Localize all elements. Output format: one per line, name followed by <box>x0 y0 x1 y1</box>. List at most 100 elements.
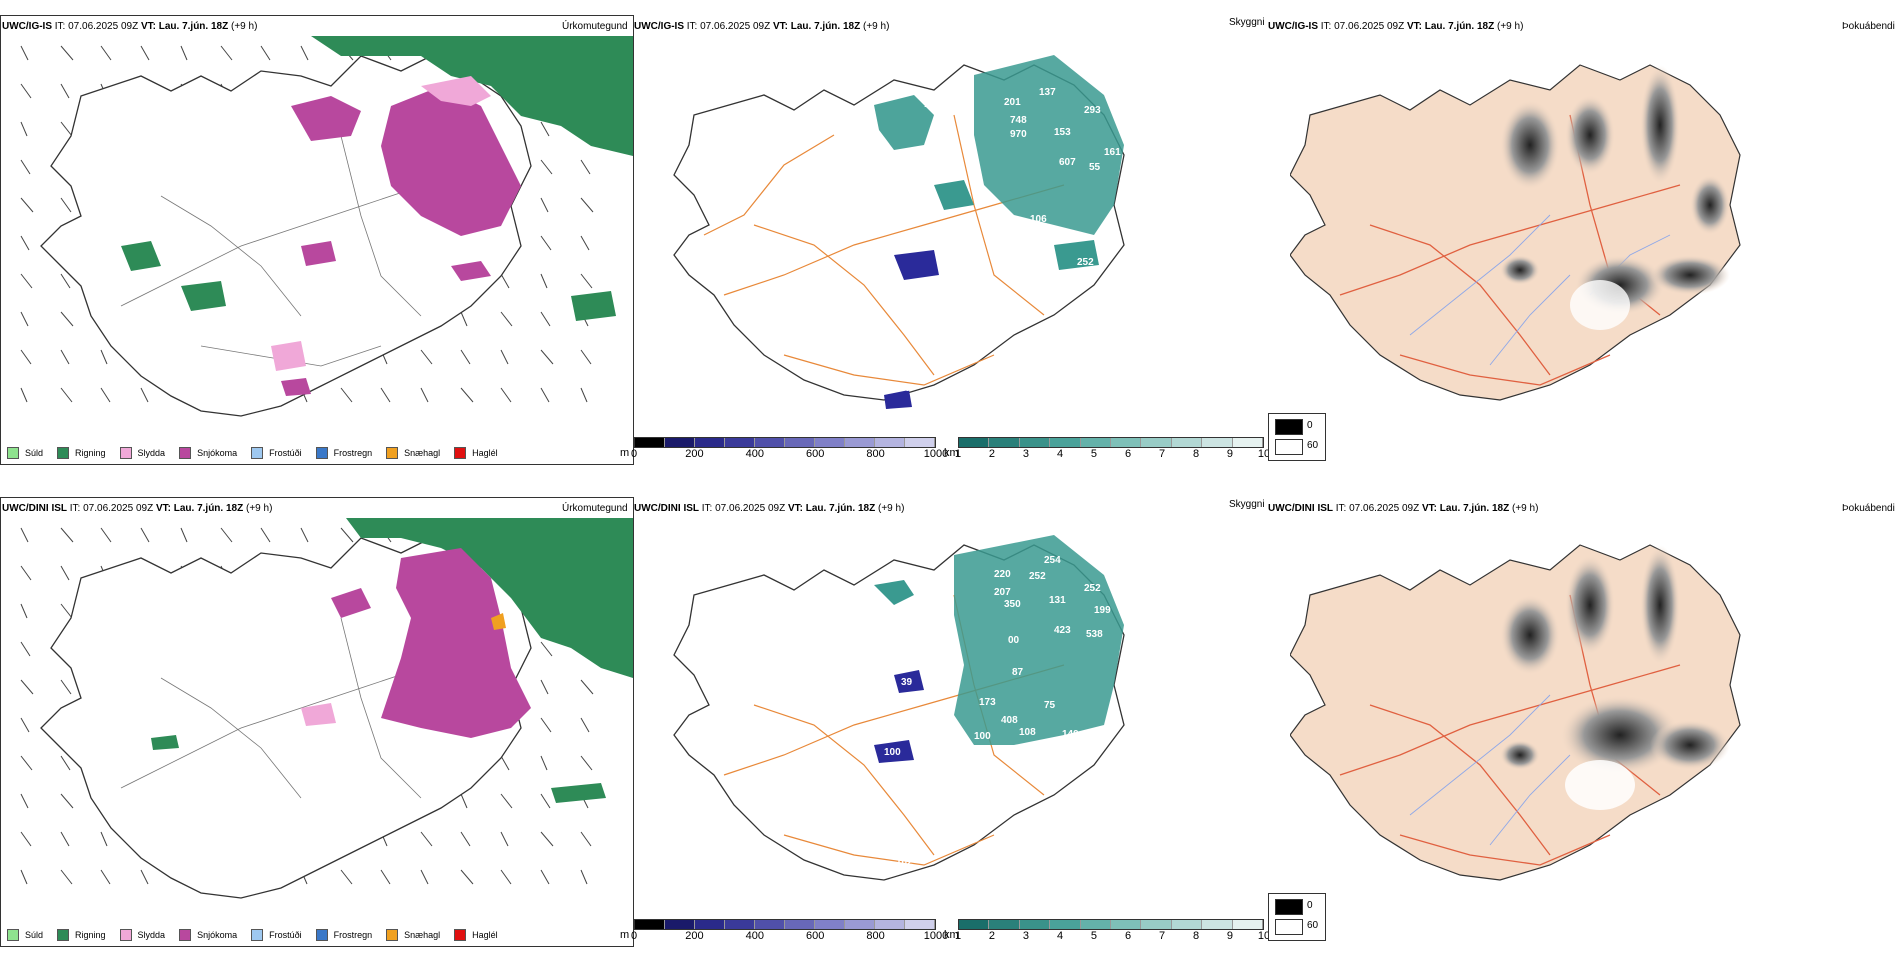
forecast-row-top: UWC/IG-IS IT: 07.06.2025 09Z VT: Lau. 7.… <box>0 0 1900 470</box>
wind-barb <box>60 831 70 847</box>
height-colorbar: 0 200 400 600 800 1000 m <box>620 437 948 460</box>
legend-label: Snæhagl <box>404 930 441 940</box>
colorbar-tick: 600 <box>806 448 825 460</box>
legend-item: Snæhagl <box>386 929 440 941</box>
wind-barb <box>20 311 29 327</box>
wind-barb <box>540 349 554 365</box>
legend-item: Haglél <box>454 929 498 941</box>
fog-map <box>1290 64 1741 401</box>
svg-text:00: 00 <box>1008 635 1020 646</box>
svg-text:161: 161 <box>1104 147 1121 158</box>
legend-swatch <box>179 447 192 459</box>
fog-map-2 <box>1290 544 1741 881</box>
svg-text:970: 970 <box>1010 129 1027 140</box>
wind-barb <box>60 45 74 61</box>
wind-barb <box>540 387 550 403</box>
cloud-labels-bottom: 254 220 252 207 350 131 252 199 423 538 … <box>884 555 1111 868</box>
wind-barb <box>20 641 31 657</box>
wind-barb <box>20 679 34 695</box>
wind-barb <box>20 159 31 175</box>
wind-barb <box>20 793 29 809</box>
precip-header: UWC/IG-IS IT: 07.06.2025 09Z VT: Lau. 7.… <box>2 21 258 32</box>
wind-barb <box>60 83 70 99</box>
legend-label: Frostregn <box>333 930 373 940</box>
cloud-title: Skyggni <box>1229 17 1265 28</box>
wind-barb <box>20 273 33 289</box>
legend-swatch <box>119 929 132 941</box>
height-colorbar-2: 0 200 400 600 800 1000 m <box>620 919 948 942</box>
cloud-header: UWC/IG-IS IT: 07.06.2025 09Z VT: Lau. 7.… <box>634 21 890 32</box>
legend-item: Súld <box>7 929 43 941</box>
svg-text:201: 201 <box>1004 97 1021 108</box>
wind-barb <box>540 717 552 733</box>
cloud-title-2: Skyggni <box>1229 499 1265 510</box>
svg-text:180: 180 <box>914 242 931 253</box>
wind-barb <box>500 869 512 885</box>
wind-barb <box>460 869 474 885</box>
wind-barb <box>60 527 74 543</box>
svg-text:350: 350 <box>1004 599 1021 610</box>
svg-text:100: 100 <box>974 731 991 742</box>
cloud-labels-top: 137 201 153 748 970 153 293 33 161 607 5… <box>876 87 1121 394</box>
wind-barb <box>540 273 548 289</box>
legend-label: Súld <box>25 930 44 940</box>
wind-barb <box>60 273 71 289</box>
wind-barb <box>580 387 588 403</box>
precip-map-2 <box>20 518 633 899</box>
colorbar-tick: 600 <box>806 930 825 942</box>
wind-barb <box>300 45 309 61</box>
precip-map <box>20 36 633 417</box>
wind-barb <box>60 387 73 403</box>
svg-text:359: 359 <box>1064 269 1081 280</box>
colorbar-tick: 1000 <box>923 448 949 460</box>
wind-barb <box>60 121 73 137</box>
wind-barb <box>420 349 433 365</box>
model-name: UWC/IG-IS <box>2 21 52 32</box>
wind-barb <box>20 83 32 99</box>
colorbar-tick: 5 <box>1090 930 1098 942</box>
legend-item: Slydda <box>119 447 166 459</box>
wind-barb <box>540 197 549 213</box>
wind-barb <box>100 387 111 403</box>
legend-swatch <box>386 447 399 459</box>
wind-barb <box>20 527 29 543</box>
colorbar-tick: 400 <box>745 930 764 942</box>
svg-text:87: 87 <box>1012 667 1024 678</box>
legend-item: Súld <box>7 447 43 459</box>
legend-label: Slydda <box>137 448 166 458</box>
precip-type-legend: Súld Rigning Slydda Snjókoma Frostúði Frostre… <box>1 442 633 464</box>
legend-label: Frostregn <box>333 448 373 458</box>
legend-swatch <box>57 929 70 941</box>
svg-text:199: 199 <box>1094 605 1111 616</box>
colorbar-tick: 9 <box>1226 930 1234 942</box>
colorbar-tick: 3 <box>1022 448 1030 460</box>
fog-legend-2: 0 60 <box>1268 893 1326 941</box>
wind-barb <box>60 793 74 809</box>
legend-item: Frostregn <box>315 929 373 941</box>
wind-barb <box>20 755 33 771</box>
wind-barb <box>580 197 594 213</box>
visibility-unit: km <box>944 447 959 459</box>
legend-item: Snæhagl <box>386 447 440 459</box>
svg-text:102: 102 <box>896 857 913 868</box>
wind-barb <box>60 603 73 619</box>
wind-barb <box>580 679 594 695</box>
valid-time: Lau. 7.jún. 18Z <box>158 21 229 32</box>
wind-barb <box>580 235 590 251</box>
wind-barb <box>100 349 108 365</box>
wind-barb <box>20 121 28 137</box>
wind-barb <box>60 197 72 213</box>
cloud-map: 137 201 153 748 970 153 293 33 161 607 5… <box>673 55 1125 409</box>
colorbar-tick: 1000 <box>923 930 949 942</box>
wind-barb <box>380 869 391 885</box>
wind-barb <box>500 793 513 809</box>
wind-barb <box>540 793 551 809</box>
wind-barb <box>580 755 593 771</box>
colorbar-tick: 1 <box>954 448 962 460</box>
wind-barb <box>540 869 550 885</box>
legend-item: Haglél <box>454 447 498 459</box>
wind-barb <box>580 349 592 365</box>
colorbar-tick: 200 <box>685 448 704 460</box>
svg-text:39: 39 <box>901 677 913 688</box>
wind-barb <box>60 565 70 581</box>
